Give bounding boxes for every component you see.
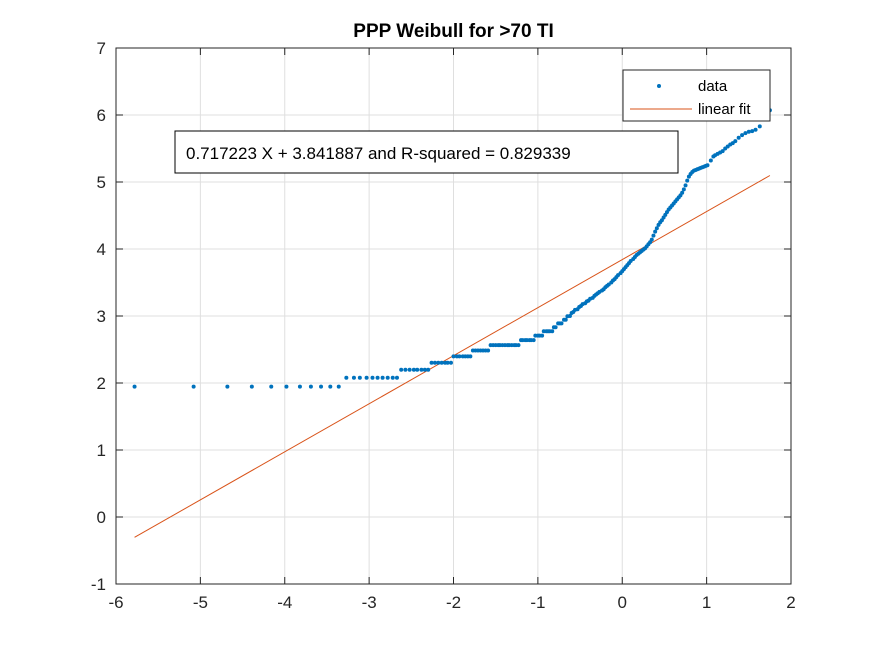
data-point xyxy=(422,367,427,372)
data-point xyxy=(426,367,431,372)
annotation-text: 0.717223 X + 3.841887 and R-squared = 0.… xyxy=(186,144,571,163)
data-point xyxy=(750,129,755,134)
data-point xyxy=(445,360,450,365)
y-tick-label: 3 xyxy=(97,307,106,326)
data-point xyxy=(419,367,424,372)
data-point xyxy=(191,384,196,389)
data-point xyxy=(225,384,230,389)
data-point xyxy=(407,367,412,372)
data-point xyxy=(308,384,313,389)
data-point xyxy=(411,367,416,372)
data-point xyxy=(357,375,362,380)
data-point xyxy=(403,367,408,372)
data-point xyxy=(683,183,688,188)
y-tick-label: 5 xyxy=(97,173,106,192)
data-point xyxy=(457,354,462,359)
data-point xyxy=(651,233,656,238)
data-point xyxy=(380,375,385,380)
legend-box xyxy=(622,69,771,122)
data-point xyxy=(540,333,545,338)
data-point xyxy=(654,226,659,231)
data-point xyxy=(486,348,491,353)
x-tick-label: -2 xyxy=(446,593,461,612)
tick-marks xyxy=(115,47,792,585)
data-point xyxy=(351,375,356,380)
data-point xyxy=(336,384,341,389)
data-point xyxy=(132,384,137,389)
legend: data linear fit xyxy=(622,69,771,122)
data-point xyxy=(284,384,289,389)
data-point xyxy=(736,135,741,140)
data-point xyxy=(451,354,456,359)
data-point xyxy=(733,139,738,144)
data-point xyxy=(448,360,453,365)
data-point xyxy=(563,317,568,322)
data-point xyxy=(297,384,302,389)
data-point xyxy=(432,360,437,365)
data-point xyxy=(269,384,274,389)
data-point xyxy=(685,178,690,183)
y-tick-label: 1 xyxy=(97,441,106,460)
data-point xyxy=(344,375,349,380)
data-point xyxy=(743,131,748,136)
data-point xyxy=(559,321,564,326)
data-point xyxy=(249,384,254,389)
data-point xyxy=(567,314,572,318)
data-point xyxy=(753,127,758,132)
data-point xyxy=(681,187,686,192)
data-point xyxy=(531,338,536,343)
data-point xyxy=(740,133,745,138)
data-point xyxy=(375,375,380,380)
data-point xyxy=(370,375,375,380)
annotation-box xyxy=(174,130,679,174)
data-point xyxy=(468,354,473,359)
legend-fit-label: linear fit xyxy=(698,101,751,118)
data-point xyxy=(436,360,441,365)
data-point xyxy=(328,384,333,389)
data-point xyxy=(394,375,399,380)
x-tick-label: 1 xyxy=(702,593,711,612)
data-point xyxy=(415,367,420,372)
data-points-layer xyxy=(132,108,772,389)
y-tick-label: 4 xyxy=(97,240,106,259)
y-tick-label: 7 xyxy=(97,39,106,58)
data-point xyxy=(390,375,395,380)
data-point xyxy=(653,229,658,234)
legend-data-marker xyxy=(657,84,661,88)
y-tick-labels: -1 0 1 2 3 4 5 6 7 xyxy=(91,39,106,594)
data-point xyxy=(516,343,521,348)
data-point xyxy=(649,237,654,242)
data-point xyxy=(746,129,751,134)
data-point xyxy=(720,149,725,154)
x-tick-label: 0 xyxy=(618,593,627,612)
data-point xyxy=(385,375,390,380)
y-tick-label: 6 xyxy=(97,106,106,125)
x-tick-label: -5 xyxy=(193,593,208,612)
data-point xyxy=(364,375,369,380)
data-point xyxy=(757,124,762,129)
legend-data-label: data xyxy=(698,78,728,95)
equation-annotation: 0.717223 X + 3.841887 and R-squared = 0.… xyxy=(174,130,679,174)
y-tick-label: 0 xyxy=(97,508,106,527)
x-tick-labels: -6 -5 -4 -3 -2 -1 0 1 2 xyxy=(108,593,795,612)
x-tick-label: -6 xyxy=(108,593,123,612)
x-tick-label: -4 xyxy=(277,593,292,612)
y-tick-label: -1 xyxy=(91,575,106,594)
data-point xyxy=(553,325,558,330)
data-point xyxy=(439,360,444,365)
y-tick-label: 2 xyxy=(97,374,106,393)
x-tick-label: -3 xyxy=(362,593,377,612)
data-point xyxy=(399,367,404,372)
data-point xyxy=(429,360,434,365)
x-tick-label: -1 xyxy=(530,593,545,612)
data-point xyxy=(705,163,710,168)
data-point xyxy=(680,190,685,195)
data-point xyxy=(708,158,713,163)
data-point xyxy=(550,329,555,334)
data-point xyxy=(319,384,324,389)
x-tick-label: 2 xyxy=(786,593,795,612)
chart-title: PPP Weibull for >70 TI xyxy=(353,21,553,42)
